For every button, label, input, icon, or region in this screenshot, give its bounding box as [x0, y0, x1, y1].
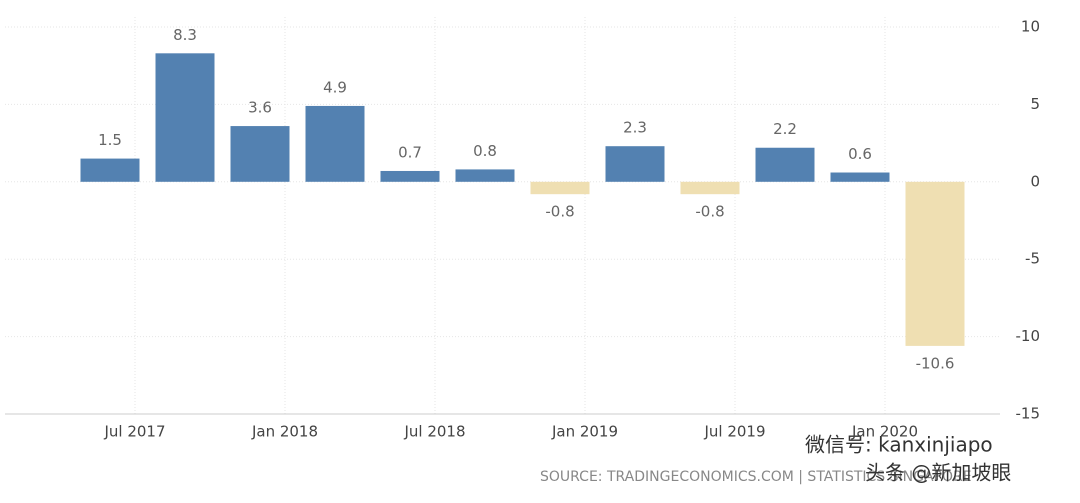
x-tick-label: Jul 2017	[103, 423, 165, 441]
y-tick-label: 0	[1030, 172, 1040, 190]
value-label: -0.8	[545, 203, 574, 221]
value-label: 8.3	[173, 26, 197, 44]
x-tick-label: Jan 2019	[551, 423, 618, 441]
value-label: 4.9	[323, 78, 347, 96]
bar	[905, 181, 965, 346]
bar	[305, 105, 365, 182]
value-label: 1.5	[98, 131, 122, 149]
value-label: 0.8	[473, 142, 497, 160]
y-tick-label: 10	[1021, 18, 1040, 36]
x-tick-label: Jan 2018	[251, 423, 318, 441]
bar	[455, 169, 515, 182]
value-label: -10.6	[916, 354, 955, 372]
value-label: -0.8	[695, 203, 724, 221]
bar	[680, 181, 740, 195]
bar	[230, 126, 290, 182]
y-tick-label: -5	[1025, 250, 1040, 268]
source: SOURCE: TRADINGECONOMICS.COM | STATISTIC…	[540, 469, 972, 485]
y-tick-label: -15	[1016, 405, 1041, 423]
bar	[755, 147, 815, 182]
bar	[530, 181, 590, 195]
watermark: 头条 @新加坡眼	[865, 461, 1011, 485]
bar	[605, 146, 665, 182]
bar	[380, 170, 440, 182]
x-tick-label: Jul 2019	[703, 423, 765, 441]
y-tick-label: -10	[1016, 327, 1041, 345]
x-tick-label: Jan 2020	[851, 423, 918, 441]
value-label: 3.6	[248, 99, 272, 117]
x-tick-label: Jul 2018	[403, 423, 465, 441]
bar	[80, 158, 140, 182]
value-label: 0.6	[848, 145, 872, 163]
value-label: 0.7	[398, 143, 422, 161]
value-label: 2.2	[773, 120, 797, 138]
y-tick-label: 5	[1030, 95, 1040, 113]
bar	[155, 53, 215, 182]
bar	[830, 172, 890, 182]
watermark: 微信号: kanxinjiapo	[805, 433, 993, 457]
value-label: 2.3	[623, 119, 647, 137]
